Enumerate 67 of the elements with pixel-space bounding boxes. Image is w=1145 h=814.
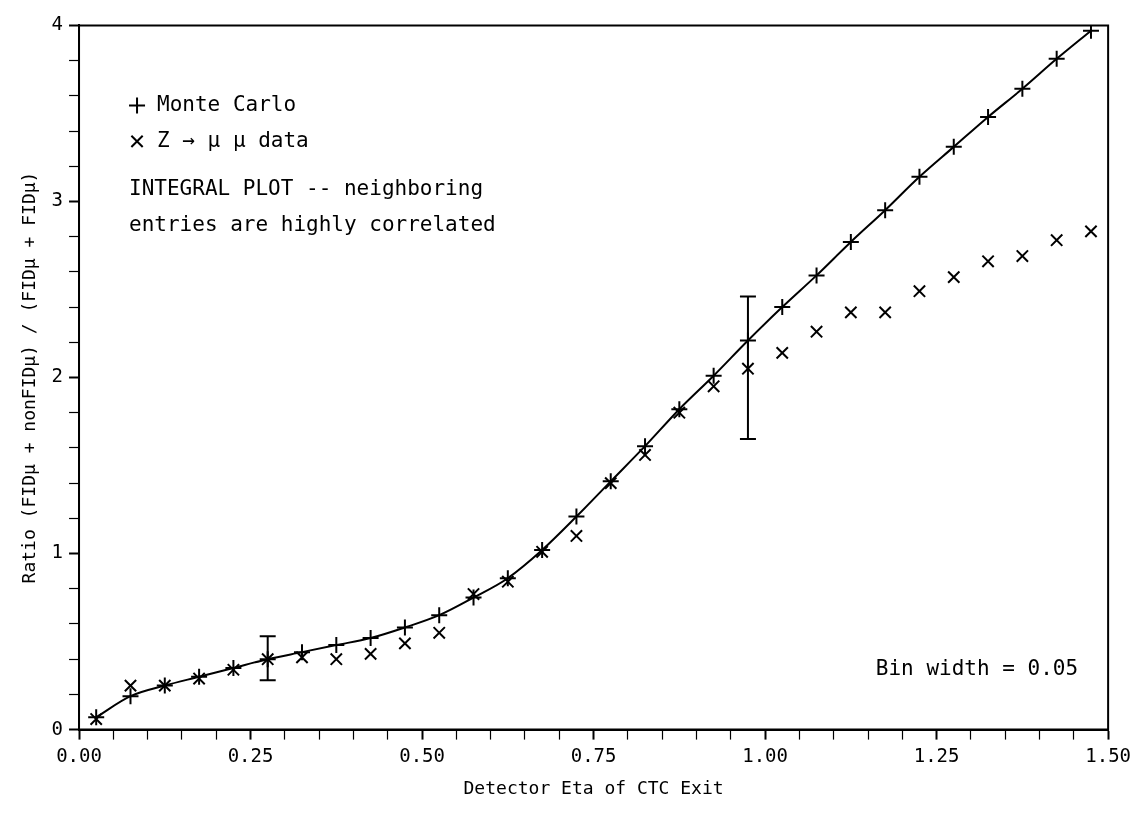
point <box>432 626 446 640</box>
point <box>704 366 723 385</box>
x-tick-label: 1.00 <box>742 743 788 766</box>
point <box>775 346 789 360</box>
point <box>395 618 414 637</box>
point <box>398 636 412 650</box>
point <box>121 687 140 706</box>
point <box>807 266 826 285</box>
point <box>604 476 618 490</box>
point <box>981 254 995 268</box>
x-tick-label: 1.25 <box>913 743 960 766</box>
y-tick-label: 1 <box>51 540 64 563</box>
x-tick-label: 0.75 <box>570 743 617 766</box>
point <box>979 107 998 126</box>
point <box>912 284 927 298</box>
y-tick-label: 3 <box>51 188 64 211</box>
point <box>741 362 755 376</box>
annotation: Bin width = 0.05 <box>875 656 1079 681</box>
point <box>329 652 343 666</box>
point <box>192 671 206 686</box>
legend-label: Z → μ μ data <box>157 127 309 152</box>
point <box>1015 249 1030 263</box>
point <box>910 167 929 186</box>
point <box>363 647 378 661</box>
point <box>430 606 449 625</box>
point <box>464 588 483 607</box>
point <box>87 708 106 727</box>
point <box>947 270 961 284</box>
point <box>190 667 209 686</box>
y-tick-label: 0 <box>51 716 64 739</box>
annotation: INTEGRAL PLOT -- neighboring entries are highly correlated <box>129 175 496 236</box>
x-tick-label: 0.50 <box>399 743 445 766</box>
point <box>809 325 824 339</box>
point <box>226 663 241 677</box>
x-tick-label: 0.25 <box>227 743 274 766</box>
point <box>123 678 138 693</box>
point <box>601 472 620 491</box>
point <box>327 636 346 655</box>
point <box>1084 224 1098 239</box>
point <box>1050 233 1064 247</box>
x-tick-label: 1.50 <box>1085 743 1131 766</box>
point <box>841 232 860 251</box>
legend-label: Monte Carlo <box>157 91 297 116</box>
y-axis-title: Ratio (FIDμ + nonFIDμ) / (FIDμ + FIDμ) <box>18 171 40 584</box>
x-axis-title: Detector Eta of CTC Exit <box>463 776 724 798</box>
point <box>1047 49 1066 68</box>
point <box>535 545 549 559</box>
point <box>567 507 586 526</box>
point <box>498 569 517 588</box>
point <box>224 658 243 677</box>
point <box>569 529 584 543</box>
point <box>89 712 103 726</box>
point <box>944 137 963 156</box>
point <box>844 305 858 320</box>
point <box>773 298 792 317</box>
point <box>876 201 895 220</box>
point <box>878 305 892 320</box>
y-tick-label: 2 <box>51 364 64 387</box>
point <box>293 643 312 662</box>
y-tick-label: 4 <box>51 12 64 35</box>
point <box>533 541 552 560</box>
point <box>670 400 689 419</box>
point <box>706 379 721 393</box>
point <box>1013 79 1032 98</box>
point <box>361 629 380 648</box>
point <box>1081 25 1100 40</box>
x-tick-label: 0.00 <box>56 743 102 766</box>
